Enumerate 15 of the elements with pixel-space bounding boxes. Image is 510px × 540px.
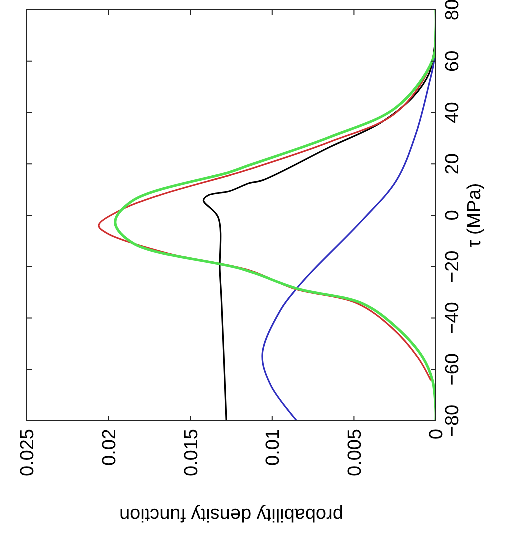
x-tick-label: 0.015 (181, 429, 202, 477)
x-tick-label: 0.025 (18, 429, 39, 477)
y-tick-label: 40 (442, 102, 464, 124)
y-tick-label: −60 (442, 354, 464, 386)
y-axis-title: τ (MPa) (464, 183, 486, 248)
x-tick-label: 0.01 (263, 429, 284, 466)
x-tick-label: 0.02 (99, 429, 120, 466)
x-axis-title: probability density function (120, 504, 344, 525)
y-tick-label: 80 (442, 0, 464, 21)
y-tick-label: 0 (442, 210, 464, 221)
x-tick-label: 0.005 (344, 429, 366, 477)
y-tick-label: −40 (442, 302, 464, 334)
y-tick-label: 20 (442, 154, 464, 175)
y-tick-label: −20 (442, 250, 464, 283)
y-tick-label: 60 (442, 50, 464, 72)
